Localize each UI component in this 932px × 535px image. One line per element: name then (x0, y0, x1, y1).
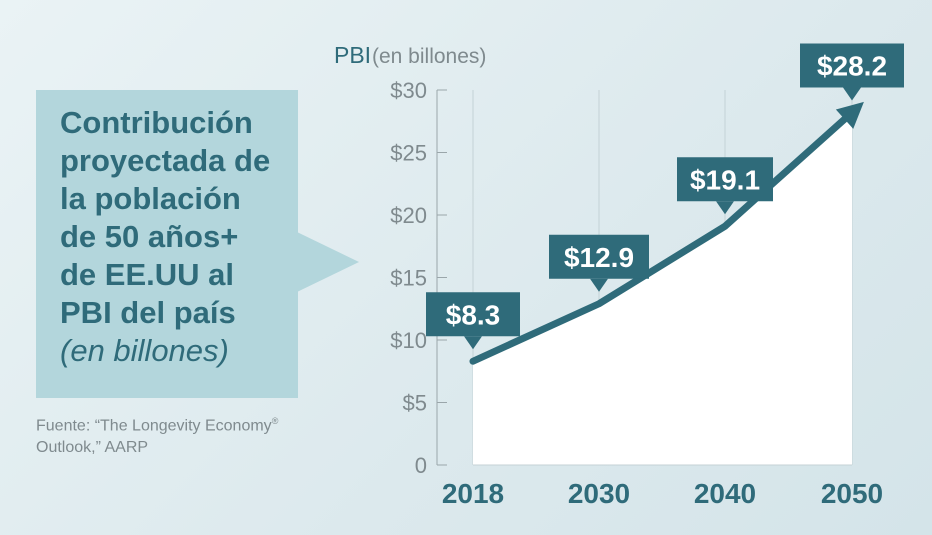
x-tick-label-2018: 2018 (442, 478, 504, 509)
x-tick-label-2040: 2040 (694, 478, 756, 509)
y-tick-label: 0 (415, 453, 427, 478)
title-line-6: PBI del país (60, 295, 236, 330)
y-axis-label-unit: (en billones) (372, 45, 486, 68)
data-label-box (426, 292, 520, 337)
y-tick-label: $30 (390, 78, 427, 103)
data-label-box (677, 157, 773, 202)
title-line-5: de EE.UU al (60, 257, 234, 292)
data-label-pointer (590, 278, 608, 292)
series-line (469, 110, 855, 365)
data-label-2040: $19.1 (677, 157, 773, 215)
y-tick-label: $20 (390, 203, 427, 228)
data-label-2050: $28.2 (800, 43, 904, 101)
y-tick-label: $15 (390, 266, 427, 291)
title-line-1: Contribución (60, 105, 253, 140)
data-label-pointer (464, 336, 482, 350)
registered-mark: ® (271, 416, 279, 426)
title-line-3: la población (60, 181, 241, 216)
y-tick-label: $25 (390, 141, 427, 166)
chart-title: Contribución proyectada de la población … (60, 104, 300, 370)
source-line-1: Fuente: “The Longevity Economy (36, 417, 272, 435)
data-label-text: $8.3 (446, 299, 501, 330)
data-label-text: $19.1 (690, 164, 760, 195)
y-axis-label-main: PBI (334, 42, 371, 68)
data-label-box (549, 234, 649, 279)
x-tick-label-2050: 2050 (821, 478, 883, 509)
data-label-text: $12.9 (564, 242, 634, 273)
source-note: Fuente: “The Longevity Economy® Outlook,… (36, 410, 336, 459)
title-callout-arrow (297, 232, 359, 292)
y-tick-label: $10 (390, 328, 427, 353)
x-tick-label-2030: 2030 (568, 478, 630, 509)
data-label-2018: $8.3 (426, 292, 520, 350)
series-arrowhead (835, 101, 864, 129)
data-label-pointer (843, 87, 861, 101)
data-label-text: $28.2 (817, 51, 887, 82)
title-box (36, 90, 298, 398)
source-line-2: Outlook,” AARP (36, 439, 149, 457)
data-label-pointer (716, 201, 734, 215)
title-line-4: de 50 años+ (60, 219, 239, 254)
y-tick-label: $5 (403, 391, 427, 416)
title-line-2: proyectada de (60, 143, 271, 178)
title-subtitle: (en billones) (60, 333, 229, 368)
data-label-box (800, 43, 904, 88)
data-label-2030: $12.9 (549, 234, 649, 292)
